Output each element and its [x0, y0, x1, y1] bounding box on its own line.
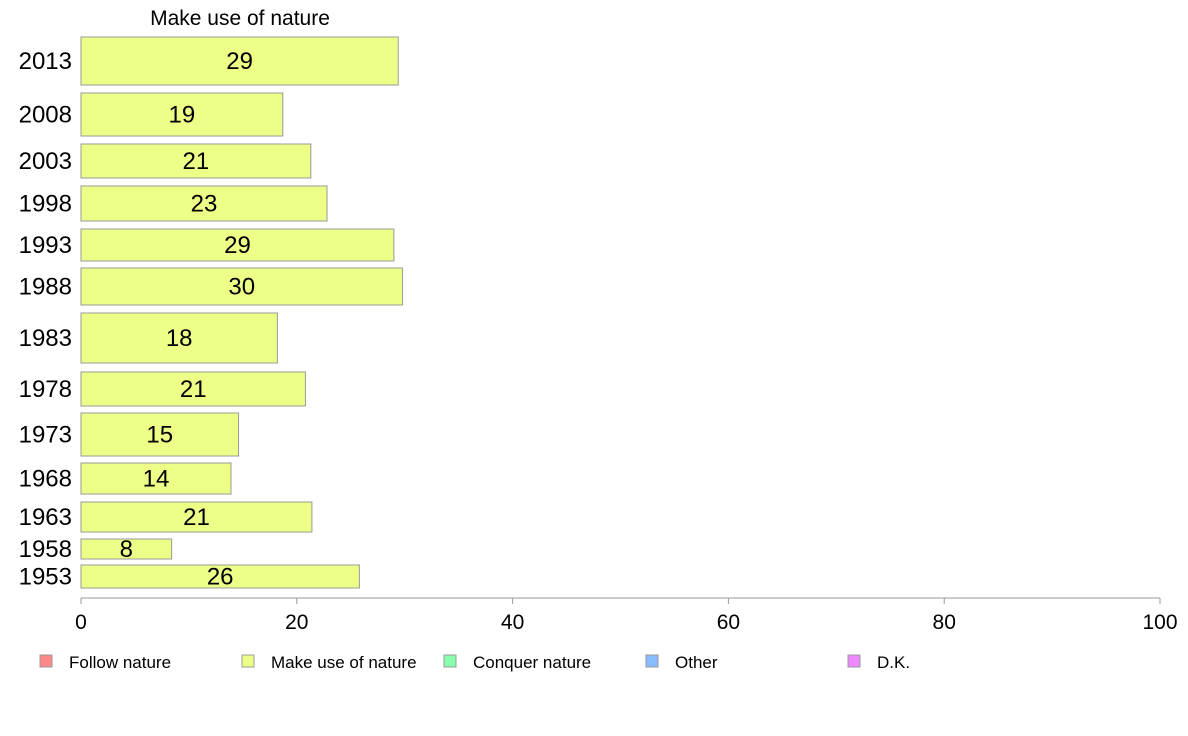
value-label-2003: 21 — [183, 148, 210, 175]
bar-1963 — [80, 501, 313, 533]
bar-1993 — [80, 228, 395, 262]
category-label-1973: 1973 — [19, 422, 72, 449]
category-label-1953: 1953 — [19, 564, 72, 591]
value-label-1998: 23 — [191, 191, 218, 218]
value-label-2008: 19 — [169, 102, 196, 129]
bar-1953 — [80, 564, 360, 589]
value-label-1973: 15 — [146, 422, 173, 449]
bar-group: 2013 29 2008 19 2003 21 1998 23 1993 29 1988 30 1983… — [19, 36, 404, 591]
legend-label-0: Follow nature — [69, 653, 171, 672]
value-label-1993: 29 — [224, 232, 251, 259]
category-label-2008: 2008 — [19, 102, 72, 129]
bar-1983 — [80, 312, 278, 364]
category-label-1963: 1963 — [19, 504, 72, 531]
x-tick-label-20: 20 — [285, 611, 308, 634]
bar-1998 — [80, 185, 328, 222]
legend-swatch-4 — [847, 654, 861, 668]
value-label-1988: 30 — [228, 274, 255, 301]
category-label-1958: 1958 — [19, 536, 72, 563]
bar-2008 — [80, 92, 284, 137]
bar-1978 — [80, 371, 306, 407]
legend-swatch-3 — [645, 654, 659, 668]
legend-swatch-1 — [241, 654, 255, 668]
bar-2003 — [80, 143, 312, 179]
value-label-1963: 21 — [183, 504, 210, 531]
legend-label-1: Make use of nature — [271, 653, 417, 672]
value-label-1953: 26 — [207, 564, 234, 591]
value-label-1983: 18 — [166, 325, 193, 352]
category-label-1978: 1978 — [19, 376, 72, 403]
value-label-2013: 29 — [226, 48, 253, 75]
legend-swatch-0 — [39, 654, 53, 668]
legend-label-3: Other — [675, 653, 718, 672]
x-tick-label-100: 100 — [1142, 611, 1177, 634]
x-tick-label-80: 80 — [933, 611, 956, 634]
value-label-1958: 8 — [120, 536, 133, 563]
bar-1973 — [80, 412, 240, 457]
x-axis: 0 20 40 60 80 100 — [75, 597, 1178, 634]
x-tick-label-0: 0 — [75, 611, 87, 634]
legend-label-4: D.K. — [877, 653, 910, 672]
category-label-2013: 2013 — [19, 48, 72, 75]
value-label-1978: 21 — [180, 376, 207, 403]
category-label-1983: 1983 — [19, 325, 72, 352]
category-label-1968: 1968 — [19, 466, 72, 493]
x-tick-label-60: 60 — [717, 611, 740, 634]
bar-1968 — [80, 462, 232, 495]
category-label-1998: 1998 — [19, 191, 72, 218]
value-label-1968: 14 — [143, 466, 170, 493]
legend: Follow nature Make use of nature Conquer n… — [39, 653, 910, 672]
chart-title: Make use of nature — [150, 7, 330, 30]
legend-label-2: Conquer nature — [473, 653, 591, 672]
category-label-2003: 2003 — [19, 148, 72, 175]
bar-1958 — [80, 538, 173, 560]
x-tick-label-40: 40 — [501, 611, 524, 634]
category-label-1988: 1988 — [19, 274, 72, 301]
category-label-1993: 1993 — [19, 232, 72, 259]
bar-2013 — [80, 36, 399, 86]
legend-swatch-2 — [443, 654, 457, 668]
bar-1988 — [80, 267, 404, 306]
